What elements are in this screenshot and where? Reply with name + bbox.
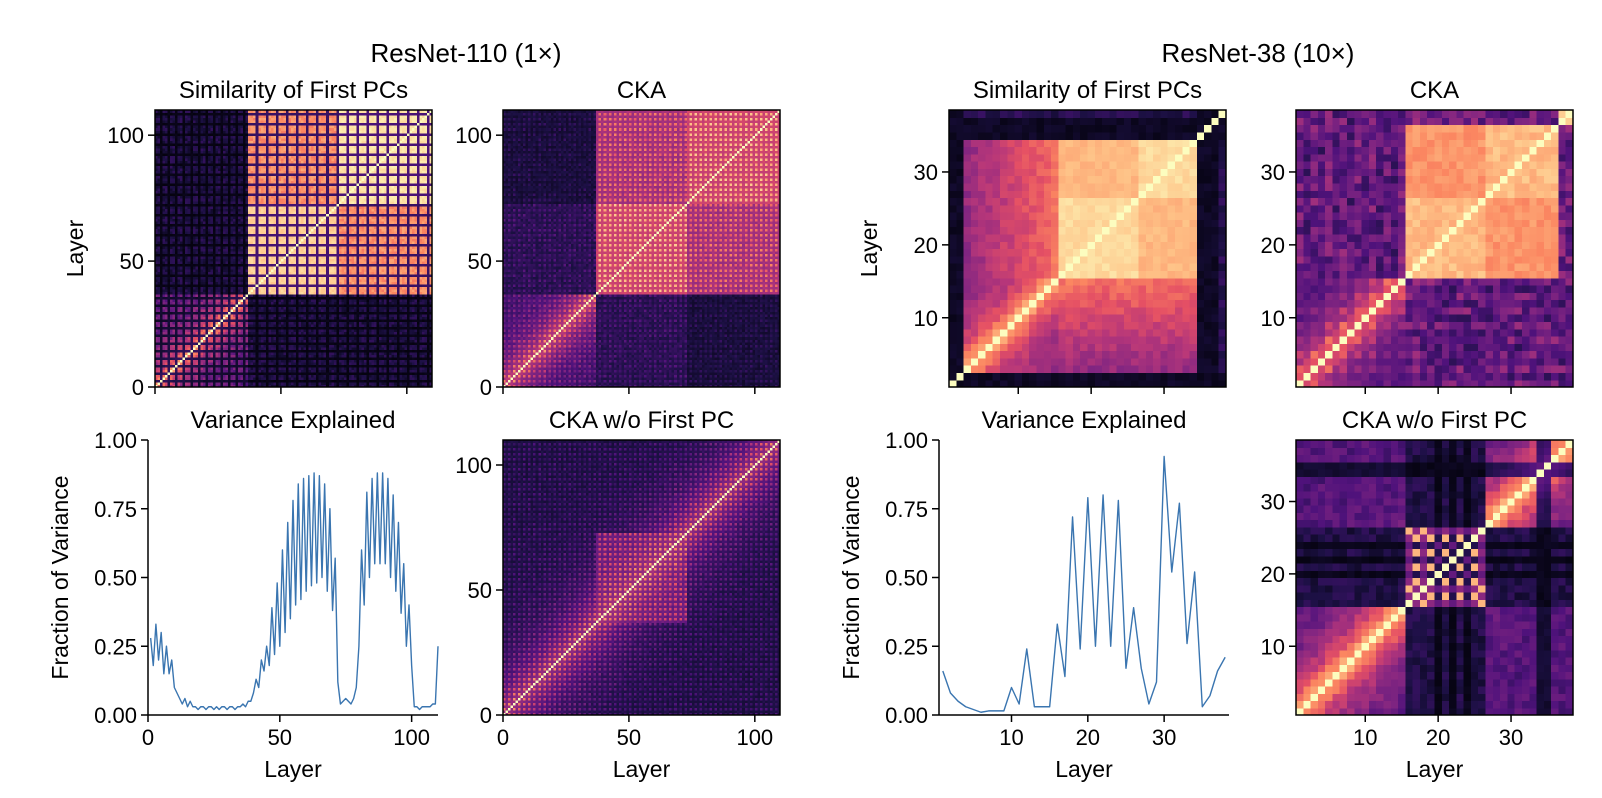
group-title-resnet110: ResNet-110 (1×) (371, 38, 562, 68)
heatmap-cells (155, 110, 433, 388)
panels: Similarity of First PCs050100LayerCKA050… (47, 77, 1574, 782)
group-title-resnet38: ResNet-38 (10×) (1162, 38, 1355, 68)
